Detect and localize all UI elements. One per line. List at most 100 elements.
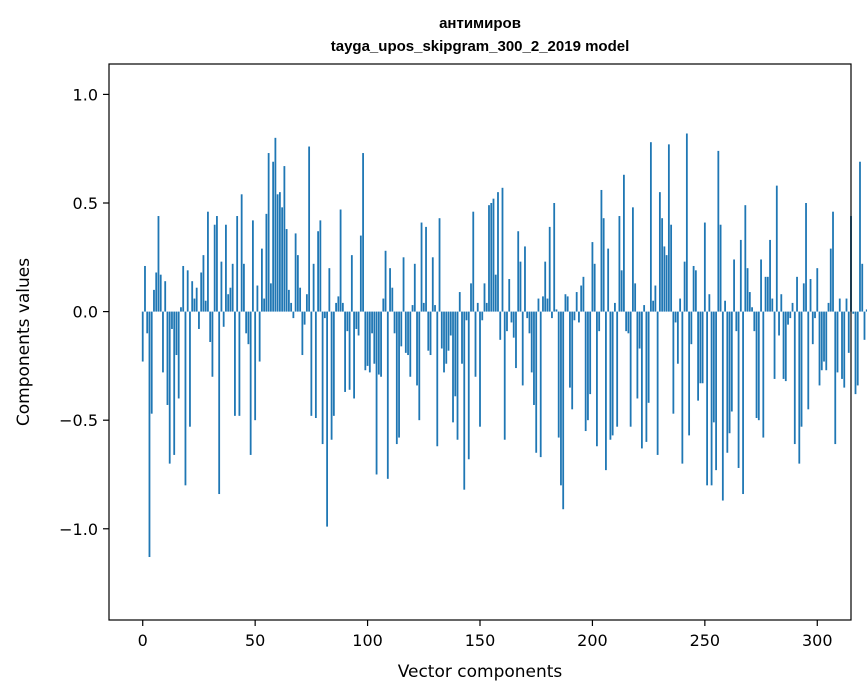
bar-67 <box>292 311 295 319</box>
bar-62 <box>281 207 284 312</box>
bar-89 <box>341 302 344 312</box>
bar-1 <box>144 265 146 312</box>
bar-288 <box>789 311 792 319</box>
bar-158 <box>497 192 499 312</box>
bar-29 <box>207 211 209 312</box>
y-tick-label: −1.0 <box>59 520 98 539</box>
bar-27 <box>202 255 205 312</box>
bar-246 <box>694 270 697 312</box>
bar-102 <box>371 311 373 334</box>
bar-168 <box>519 261 522 312</box>
bar-66 <box>290 302 293 312</box>
bar-95 <box>355 311 358 329</box>
bar-224 <box>645 311 648 442</box>
bar-287 <box>787 311 789 325</box>
bar-318 <box>856 311 859 386</box>
bar-32 <box>213 224 216 312</box>
bar-152 <box>483 283 486 312</box>
bar-71 <box>301 311 304 356</box>
bar-20 <box>186 270 189 312</box>
bar-39 <box>229 287 232 312</box>
bar-59 <box>274 137 277 312</box>
bar-258 <box>721 311 724 501</box>
bar-33 <box>216 216 218 312</box>
bar-204 <box>600 189 603 312</box>
bar-26 <box>200 272 203 312</box>
x-tick-label: 200 <box>577 631 608 650</box>
bar-159 <box>499 311 502 340</box>
bar-297 <box>809 279 812 312</box>
bar-195 <box>580 285 583 312</box>
bar-143 <box>463 311 466 490</box>
bar-236 <box>672 311 675 414</box>
bar-233 <box>665 255 668 312</box>
bar-269 <box>746 268 749 312</box>
bar-264 <box>735 311 738 332</box>
x-tick-label: 250 <box>690 631 721 650</box>
bar-238 <box>676 311 679 364</box>
bar-219 <box>634 283 637 312</box>
bar-282 <box>775 185 778 312</box>
bar-132 <box>438 218 441 312</box>
bar-121 <box>413 263 416 312</box>
bar-306 <box>829 248 832 312</box>
bar-179 <box>544 261 547 312</box>
bar-197 <box>584 311 587 432</box>
bar-260 <box>726 311 729 453</box>
bar-126 <box>425 226 427 312</box>
bar-120 <box>411 305 414 312</box>
y-tick-label: 0.0 <box>73 303 98 322</box>
bar-149 <box>476 302 479 312</box>
bar-45 <box>243 263 245 312</box>
y-tick-label: 1.0 <box>73 85 98 104</box>
bar-308 <box>834 311 837 445</box>
bar-291 <box>796 276 798 312</box>
bar-270 <box>748 292 751 312</box>
bar-225 <box>647 311 650 403</box>
bar-61 <box>278 192 281 312</box>
bar-138 <box>452 311 454 423</box>
bar-311 <box>841 311 843 379</box>
chart-subtitle: tayga_upos_skipgram_300_2_2019 model <box>331 38 630 55</box>
bar-127 <box>427 311 430 351</box>
bar-68 <box>294 233 297 312</box>
bar-60 <box>276 194 279 312</box>
bar-65 <box>287 289 290 312</box>
bar-218 <box>632 207 634 312</box>
bar-213 <box>620 270 623 312</box>
bar-107 <box>382 298 385 312</box>
bar-50 <box>254 311 257 421</box>
bar-48 <box>249 311 252 455</box>
bar-193 <box>575 292 578 312</box>
bar-271 <box>751 307 753 312</box>
bar-171 <box>526 311 529 319</box>
bar-80 <box>321 311 324 445</box>
bar-267 <box>742 311 744 495</box>
bar-10 <box>164 281 167 312</box>
bar-145 <box>467 311 470 460</box>
bar-53 <box>261 248 263 312</box>
bar-263 <box>733 259 735 312</box>
bar-261 <box>728 311 731 434</box>
bar-232 <box>663 246 666 312</box>
bar-108 <box>384 250 387 312</box>
bar-272 <box>753 311 756 332</box>
bar-289 <box>791 302 794 312</box>
bar-163 <box>508 279 511 312</box>
bar-13 <box>171 311 173 329</box>
bar-165 <box>512 311 515 338</box>
bar-106 <box>380 311 382 377</box>
bar-172 <box>528 311 531 334</box>
bar-144 <box>465 311 468 321</box>
bar-285 <box>782 311 785 379</box>
bar-114 <box>398 311 400 438</box>
bar-170 <box>524 246 526 312</box>
bar-299 <box>814 311 816 319</box>
bar-141 <box>458 292 461 312</box>
bar-125 <box>422 302 425 312</box>
bar-79 <box>319 220 322 312</box>
bar-293 <box>800 311 803 427</box>
y-axis-ticks: −1.0 −0.5 0.0 0.5 1.0 <box>59 85 109 539</box>
bar-251 <box>706 311 708 486</box>
